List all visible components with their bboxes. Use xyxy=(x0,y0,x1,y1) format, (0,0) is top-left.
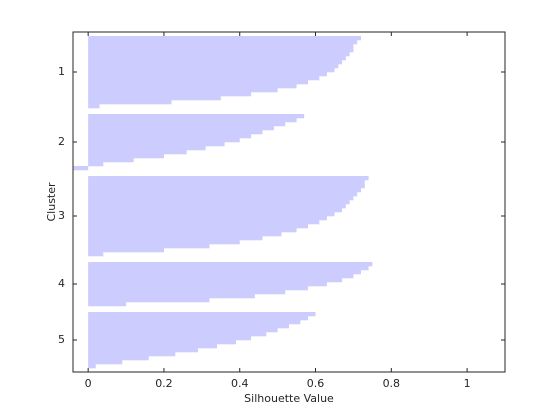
silhouette-bar xyxy=(88,336,252,341)
silhouette-bar xyxy=(88,360,123,365)
y-tick-label: 5 xyxy=(58,333,65,346)
silhouette-bar xyxy=(88,332,267,337)
silhouette-bar xyxy=(88,340,236,345)
silhouette-bar xyxy=(88,36,361,41)
x-tick-label: 0 xyxy=(85,377,92,390)
silhouette-bar xyxy=(88,80,308,85)
silhouette-bar xyxy=(88,114,305,119)
silhouette-bar xyxy=(88,228,297,233)
silhouette-bar xyxy=(88,96,221,101)
silhouette-bar xyxy=(88,142,225,147)
silhouette-bar xyxy=(88,240,240,245)
silhouette-bar xyxy=(88,364,96,369)
silhouette-bar xyxy=(88,216,327,221)
silhouette-bar xyxy=(88,290,286,295)
silhouette-bar xyxy=(88,118,297,123)
silhouette-bar xyxy=(88,348,199,353)
x-tick-label: 0.4 xyxy=(231,377,249,390)
silhouette-bar xyxy=(88,298,210,303)
silhouette-bar xyxy=(88,212,335,217)
silhouette-bar xyxy=(88,122,286,127)
silhouette-bar xyxy=(88,352,176,357)
silhouette-bar xyxy=(88,158,134,163)
silhouette-bar xyxy=(88,324,289,329)
silhouette-bar xyxy=(88,200,350,205)
x-tick-label: 0.8 xyxy=(383,377,401,390)
silhouette-bar xyxy=(88,244,210,249)
y-tick-label: 3 xyxy=(58,209,65,222)
silhouette-bar xyxy=(88,320,301,325)
silhouette-bar xyxy=(88,184,365,189)
silhouette-bar xyxy=(88,154,164,159)
x-tick-label: 0.6 xyxy=(307,377,325,390)
silhouette-bar xyxy=(88,88,278,93)
silhouette-bar xyxy=(88,316,308,321)
silhouette-bar xyxy=(88,150,187,155)
silhouette-bar xyxy=(88,52,350,57)
silhouette-bar xyxy=(88,64,339,69)
silhouette-bar xyxy=(88,248,164,253)
y-tick-label: 1 xyxy=(58,65,65,78)
silhouette-bar xyxy=(88,192,358,197)
silhouette-bar xyxy=(88,232,282,237)
silhouette-bar xyxy=(88,68,335,73)
silhouette-bar xyxy=(88,40,358,45)
silhouette-bar xyxy=(88,76,320,81)
silhouette-bar xyxy=(88,328,278,333)
silhouette-bar xyxy=(88,138,240,143)
axes-box xyxy=(72,31,506,373)
silhouette-bar xyxy=(88,204,346,209)
silhouette-bar xyxy=(88,104,100,109)
silhouette-bar xyxy=(88,56,346,61)
silhouette-bar xyxy=(88,220,320,225)
silhouette-bar xyxy=(88,146,206,151)
silhouette-bar xyxy=(88,60,343,65)
silhouette-bar xyxy=(88,84,297,89)
x-tick-label: 1 xyxy=(464,377,471,390)
x-tick-label: 0.2 xyxy=(155,377,173,390)
silhouette-bar xyxy=(88,130,263,135)
silhouette-bar xyxy=(88,162,104,167)
silhouette-bar xyxy=(73,166,89,171)
silhouette-bar xyxy=(88,294,255,299)
silhouette-bar xyxy=(88,44,354,49)
silhouette-bar xyxy=(88,208,343,213)
silhouette-bar xyxy=(88,274,354,279)
y-tick-label: 4 xyxy=(58,277,65,290)
silhouette-bar xyxy=(88,270,361,275)
silhouette-bar xyxy=(88,312,316,317)
silhouette-bar xyxy=(88,224,308,229)
silhouette-bar xyxy=(88,176,369,181)
silhouette-bar xyxy=(88,286,308,291)
silhouette-bar xyxy=(88,266,369,271)
silhouette-bar xyxy=(88,252,104,257)
silhouette-bar xyxy=(88,134,252,139)
silhouette-bar xyxy=(88,356,149,361)
silhouette-bar xyxy=(88,100,172,105)
silhouette-bar xyxy=(88,236,263,241)
silhouette-bar xyxy=(88,302,127,307)
x-axis-label: Silhouette Value xyxy=(244,392,334,405)
silhouette-bar xyxy=(88,92,252,97)
y-axis-label: Cluster xyxy=(45,182,58,222)
silhouette-bar xyxy=(88,180,365,185)
silhouette-bar xyxy=(88,262,373,267)
silhouette-bar xyxy=(88,72,327,77)
silhouette-bar xyxy=(88,344,217,349)
silhouette-bar xyxy=(88,126,274,131)
silhouette-bar xyxy=(88,278,343,283)
silhouette-bar xyxy=(88,282,327,287)
y-tick-label: 2 xyxy=(58,135,65,148)
silhouette-bar xyxy=(88,188,361,193)
silhouette-bar xyxy=(88,196,354,201)
silhouette-bar xyxy=(88,48,354,53)
